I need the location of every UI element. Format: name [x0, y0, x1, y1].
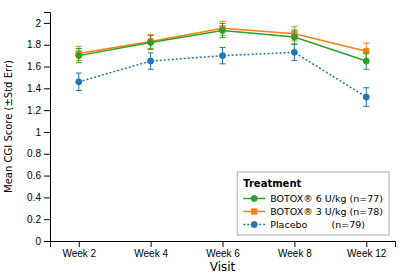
tick: 0.8 [27, 148, 50, 159]
tick-label: 0.2 [27, 214, 41, 225]
tick-mark [44, 88, 50, 89]
error-bar [291, 44, 297, 60]
tick: Week 4 [134, 241, 168, 259]
legend-entry: BOTOX® 6 U/kg (n=77) [243, 193, 383, 204]
tick: Week 12 [347, 241, 387, 259]
tick: 1.6 [27, 61, 50, 72]
error-bar [220, 23, 226, 37]
error-bar [76, 73, 82, 90]
legend-marker [251, 222, 257, 228]
tick-label: 0.6 [27, 170, 41, 181]
tick: 1.2 [27, 105, 50, 116]
legend-entry: BOTOX® 3 U/kg (n=78) [243, 206, 383, 217]
tick-label: 1.2 [27, 105, 41, 116]
series [76, 44, 370, 106]
marker [148, 40, 154, 46]
error-bar [291, 27, 297, 41]
marks [76, 21, 370, 106]
tick: Week 8 [278, 241, 312, 259]
tick-mark [44, 45, 50, 46]
y-axis: 0 0.2 0.4 0.6 0.8 1 1.2 1.4 1.6 1.8 2 [27, 13, 50, 247]
marker [148, 58, 154, 64]
tick-label: 0.4 [27, 192, 41, 203]
plot: 00.20.40.60.811.21.41.61.82Week 2Week 4W… [27, 13, 395, 260]
error-bar [148, 35, 154, 49]
legend-title: Treatment [243, 178, 301, 189]
tick-mark [44, 197, 50, 198]
tick: 1 [35, 127, 50, 138]
tick: 1.8 [27, 39, 50, 50]
axis-line [44, 13, 51, 242]
tick-mark [44, 67, 50, 68]
legend-label: BOTOX® 6 U/kg (n=77) [270, 193, 383, 204]
legend-marker [251, 196, 257, 202]
tick-mark [44, 23, 50, 24]
tick-label: 2 [35, 18, 41, 29]
tick-mark [44, 176, 50, 177]
marker [291, 49, 297, 55]
x-axis: Week 2 Week 4 Week 6 Week 8 Week 12 [51, 241, 396, 259]
axis-line [51, 242, 396, 248]
marker [363, 58, 369, 64]
legend: Treatment BOTOX® 6 U/kg (n=77) BOTOX® 3 U/… [237, 172, 389, 235]
chart: 00.20.40.60.811.21.41.61.82Week 2Week 4W… [0, 0, 407, 277]
error-bar [148, 53, 154, 69]
tick: Week 2 [62, 241, 96, 259]
tick-mark [294, 241, 295, 247]
y-axis-title: Mean CGI Score (±Std Err) [3, 60, 14, 193]
legend-label: BOTOX® 3 U/kg (n=78) [270, 206, 383, 217]
marker [76, 79, 82, 85]
tick: 0 [35, 236, 50, 247]
tick: 0.6 [27, 170, 50, 181]
tick-mark [44, 110, 50, 111]
tick-label: 0.8 [27, 148, 41, 159]
legend-box [237, 172, 389, 235]
tick-label: 1.4 [27, 83, 41, 94]
marker [363, 94, 369, 100]
line [79, 28, 367, 53]
marker [76, 53, 82, 59]
tick-mark [44, 154, 50, 155]
tick: 1.4 [27, 83, 50, 94]
tick-mark [223, 241, 224, 247]
error-bar [76, 49, 82, 63]
marker [220, 53, 226, 59]
tick-mark [44, 241, 50, 242]
tick-label: 1.8 [27, 39, 41, 50]
tick-mark [44, 132, 50, 133]
tick-label: Week 2 [62, 248, 96, 259]
series [76, 23, 370, 69]
chart-container: 00.20.40.60.811.21.41.61.82Week 2Week 4W… [0, 0, 407, 277]
line [79, 52, 367, 97]
marker [220, 28, 226, 34]
tick-label: Week 12 [347, 248, 387, 259]
marker [291, 34, 297, 40]
tick-label: 1 [35, 127, 41, 138]
tick-label: 1.6 [27, 61, 41, 72]
legend-marker [252, 209, 257, 214]
tick-label: Week 6 [206, 248, 240, 259]
tick-mark [151, 241, 152, 247]
error-bar [363, 53, 369, 69]
tick: 2 [35, 18, 50, 29]
tick-label: 0 [35, 236, 41, 247]
tick-label: Week 4 [134, 248, 168, 259]
legend-label: Placebo (n=79) [270, 219, 365, 230]
tick: Week 6 [206, 241, 240, 259]
error-bar [220, 47, 226, 63]
legend-entry: Placebo (n=79) [243, 219, 365, 230]
x-axis-title: Visit [210, 260, 236, 274]
series [76, 21, 370, 60]
tick-label: Week 8 [278, 248, 312, 259]
tick-mark [366, 241, 367, 247]
tick-mark [79, 241, 80, 247]
error-bar [291, 30, 297, 44]
tick-mark [44, 219, 50, 220]
error-bar [363, 88, 369, 107]
tick: 0.2 [27, 214, 50, 225]
tick: 0.4 [27, 192, 50, 203]
